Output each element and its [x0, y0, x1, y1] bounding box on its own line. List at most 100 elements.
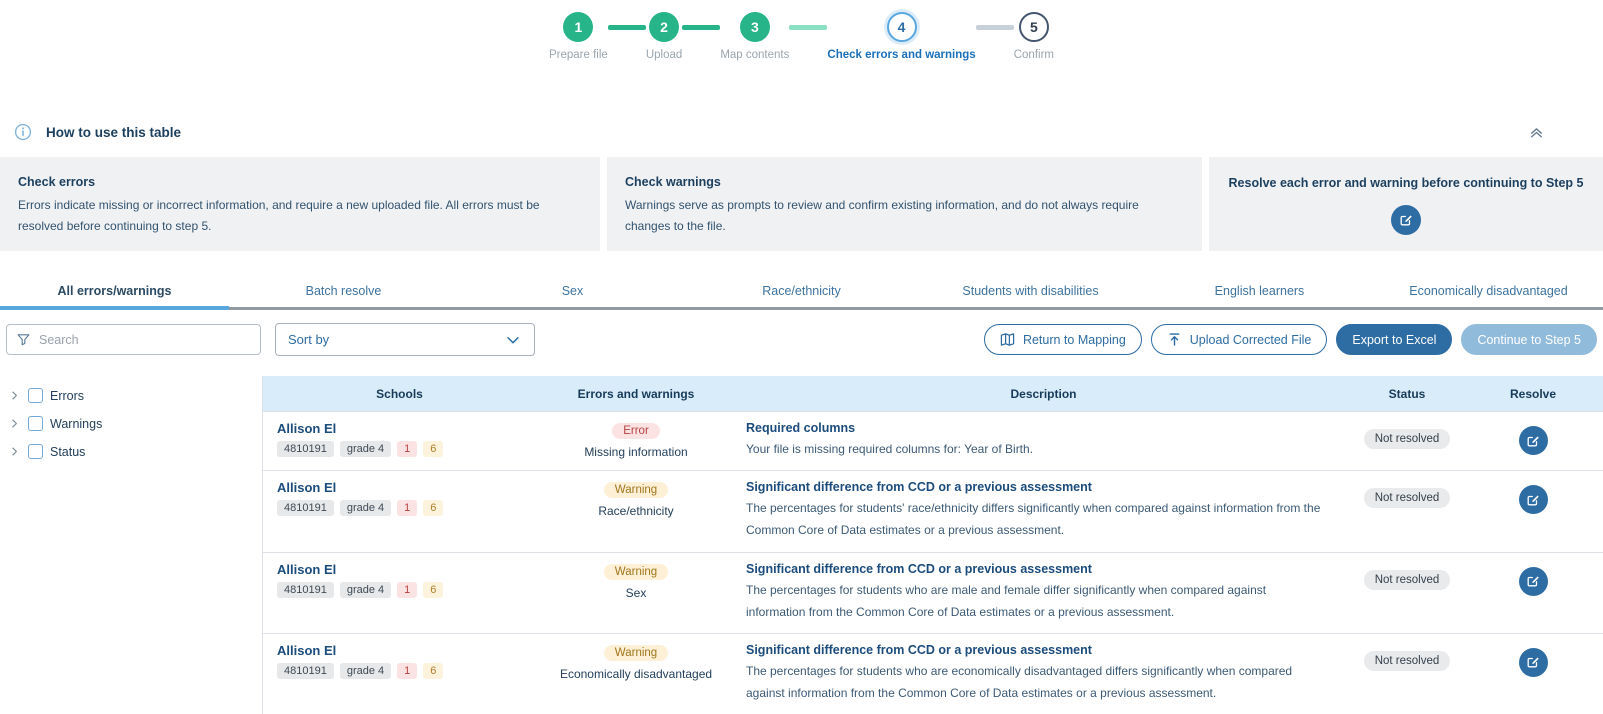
stepper-item: 2 Upload [646, 12, 682, 61]
status-cell: Not resolved [1351, 480, 1463, 541]
status-cell: Not resolved [1351, 643, 1463, 704]
stepper-item: 5 Confirm [1014, 12, 1054, 61]
chevron-right-icon [12, 391, 17, 400]
status-cell: Not resolved [1351, 421, 1463, 460]
description-cell: Significant difference from CCD or a pre… [736, 643, 1351, 704]
check-errors-title: Check errors [18, 175, 96, 189]
col-header-resolve: Resolve [1509, 386, 1557, 401]
severity-category: Sex [625, 585, 647, 600]
stepper-item [607, 12, 646, 30]
stepper-item: 3 Map contents [720, 12, 789, 61]
step-circle: 3 [739, 12, 770, 42]
description-title: Significant difference from CCD or a pre… [746, 642, 1092, 657]
tab[interactable]: Economically disadvantaged [1374, 277, 1603, 311]
filter-row[interactable]: Warnings [8, 416, 262, 432]
sort-by-dropdown[interactable]: Sort by [275, 323, 535, 357]
step-label: Confirm [1013, 49, 1054, 61]
main-area: Errors Warnings Status Schools Errors an… [0, 376, 1603, 714]
col-header-schools: Schools [376, 386, 423, 401]
school-badge: 6 [423, 581, 444, 598]
school-badge: 4810191 [277, 662, 334, 679]
school-name: Allison El [277, 480, 337, 496]
status-badge: Not resolved [1363, 429, 1451, 450]
check-warnings-title: Check warnings [625, 175, 721, 189]
tab[interactable]: Race/ethnicity [687, 277, 916, 311]
school-badge: grade 4 [339, 500, 392, 517]
check-errors-panel: Check errors Errors indicate missing or … [0, 157, 600, 252]
step-connector-line [975, 25, 1014, 30]
check-errors-body: Errors indicate missing or incorrect inf… [18, 198, 540, 233]
step-connector-line [682, 25, 721, 30]
severity-category: Missing information [584, 445, 688, 460]
tab[interactable]: English learners [1145, 277, 1374, 311]
step-circle: 2 [649, 12, 680, 42]
description-cell: Significant difference from CCD or a pre… [736, 562, 1351, 623]
filter-checkbox[interactable] [28, 416, 43, 432]
step-connector-line [607, 25, 646, 30]
row-resolve-button[interactable] [1518, 426, 1548, 456]
map-icon [1000, 333, 1015, 346]
export-to-excel-label: Export to Excel [1352, 332, 1437, 347]
filter-checkbox[interactable] [28, 444, 43, 460]
upload-corrected-file-button[interactable]: Upload Corrected File [1150, 324, 1328, 356]
continue-to-step5-button[interactable]: Continue to Step 5 [1461, 324, 1597, 356]
search-input[interactable] [39, 332, 251, 347]
upload-icon [1169, 333, 1180, 346]
tab[interactable]: Batch resolve [229, 277, 458, 311]
col-header-errors: Errors and warnings [577, 386, 695, 401]
severity-badge: Error [612, 423, 660, 440]
description-body: Your file is missing required columns fo… [746, 442, 1034, 457]
table-header-row: Schools Errors and warnings Description … [263, 376, 1603, 412]
sort-by-label: Sort by [288, 332, 330, 348]
collapse-chevrons-icon[interactable] [1528, 124, 1545, 141]
export-to-excel-button[interactable]: Export to Excel [1336, 324, 1453, 356]
stepper-item [789, 12, 828, 30]
school-badge: 1 [397, 662, 418, 679]
chevron-right-icon [12, 447, 17, 456]
tab[interactable]: Students with disabilities [916, 277, 1145, 311]
severity-category: Economically disadvantaged [559, 666, 713, 681]
search-box[interactable] [6, 324, 261, 356]
return-to-mapping-label: Return to Mapping [1022, 332, 1126, 347]
description-title: Required columns [746, 421, 856, 436]
help-title: How to use this table [46, 124, 182, 140]
stepper-item [682, 12, 721, 30]
resolve-cell [1463, 643, 1603, 704]
resolve-edit-button[interactable] [1391, 204, 1421, 235]
school-badge: grade 4 [339, 662, 392, 679]
filter-checkbox[interactable] [28, 388, 43, 404]
school-badge: 6 [423, 662, 444, 679]
row-resolve-button[interactable] [1518, 566, 1548, 596]
step-circle: 1 [563, 12, 594, 42]
edit-icon [1527, 435, 1539, 446]
return-to-mapping-button[interactable]: Return to Mapping [983, 324, 1142, 356]
check-warnings-panel: Check warnings Warnings serve as prompts… [607, 157, 1202, 252]
school-badge: 1 [397, 500, 418, 517]
tab[interactable]: Sex [458, 277, 687, 311]
school-badge: grade 4 [339, 441, 392, 458]
controls-row: Sort by Return to Mapping Upload Correct… [6, 323, 1597, 357]
row-resolve-button[interactable] [1518, 647, 1548, 677]
school-badge: 4810191 [277, 581, 334, 598]
action-buttons: Return to Mapping Upload Corrected File … [983, 324, 1597, 356]
description-cell: Significant difference from CCD or a pre… [736, 480, 1351, 541]
filter-row[interactable]: Errors [8, 388, 262, 404]
check-warnings-body: Warnings serve as prompts to review and … [625, 198, 1139, 233]
severity-category: Race/ethnicity [598, 504, 674, 519]
status-badge: Not resolved [1363, 488, 1451, 509]
col-header-status: Status [1388, 386, 1426, 401]
status-badge: Not resolved [1363, 569, 1451, 590]
school-name: Allison El [277, 561, 337, 577]
filter-row[interactable]: Status [8, 444, 262, 460]
row-resolve-button[interactable] [1518, 485, 1548, 515]
tab[interactable]: All errors/warnings [0, 277, 229, 311]
resolve-cell [1463, 562, 1603, 623]
tab-bar: All errors/warnings Batch resolve Sex Race/… [0, 277, 1603, 311]
